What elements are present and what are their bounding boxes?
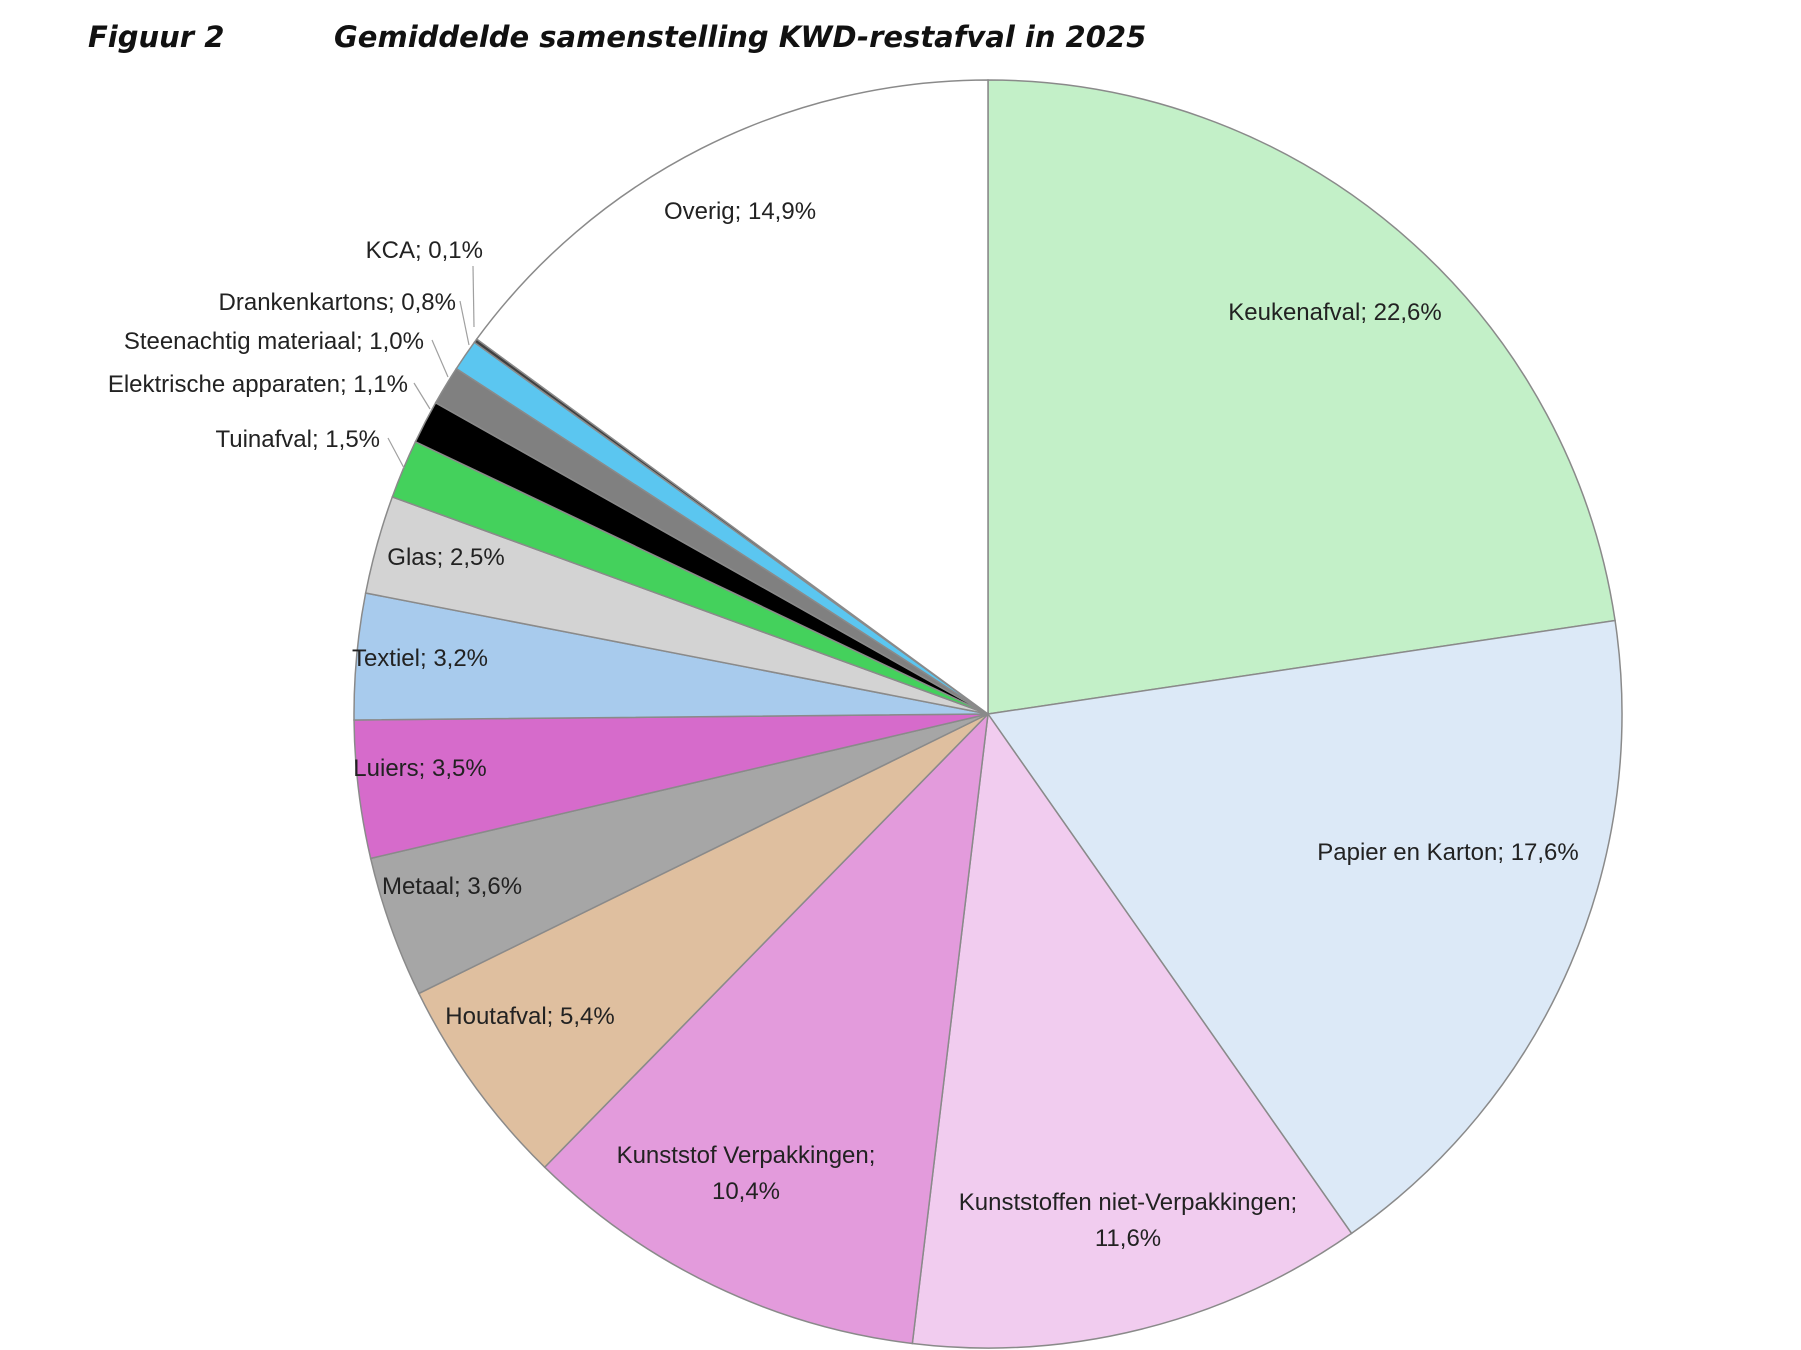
data-label-keukenafval: Keukenafval; 22,6% xyxy=(1228,299,1441,326)
leader-line-tuinafval xyxy=(387,437,405,469)
leader-lines xyxy=(387,265,475,469)
data-label-steenachtig-materiaal: Steenachtig materiaal; 1,0% xyxy=(124,328,424,355)
data-labels: Keukenafval; 22,6% Papier en Karton; 17,6… xyxy=(108,198,1579,1252)
data-label-kunststof-verpakkingen: Kunststof Verpakkingen; 10,4% xyxy=(617,1142,876,1205)
data-label-textiel: Textiel; 3,2% xyxy=(352,645,488,672)
pie-slice-keukenafval xyxy=(987,79,1616,715)
leader-line-drankenkartons xyxy=(459,300,470,346)
pie-slice-kunststoffen-niet-verpakkingen xyxy=(911,711,1353,1349)
pie-slice-houtafval xyxy=(417,713,989,1169)
data-label-houtafval: Houtafval; 5,4% xyxy=(445,1003,614,1030)
data-label-kca: KCA; 0,1% xyxy=(366,237,483,264)
data-label-tuinafval: Tuinafval; 1,5% xyxy=(215,426,380,453)
pie-slice-papier-en-karton xyxy=(986,619,1623,1235)
data-label-overig: Overig; 14,9% xyxy=(664,198,816,225)
pie-slice-overig xyxy=(475,79,989,716)
data-label-metaal: Metaal; 3,6% xyxy=(382,873,522,900)
pie-slice-kunststof-verpakkingen xyxy=(543,711,990,1345)
figure-number: Figuur 2 xyxy=(88,20,225,54)
leader-line-elektrische-apparaten xyxy=(413,382,431,410)
chart-title: Gemiddelde samenstelling KWD-restafval i… xyxy=(334,20,1147,54)
leader-line-steenachtig-materiaal xyxy=(431,339,449,378)
data-label-kunststoffen-niet-verpakkingen: Kunststoffen niet-Verpakkingen; 11,6% xyxy=(959,1189,1297,1252)
leader-line-kca xyxy=(472,265,475,328)
data-label-elektrische-apparaten: Elektrische apparaten; 1,1% xyxy=(108,371,408,398)
pie-slices xyxy=(353,79,1623,1349)
data-label-papier-en-karton: Papier en Karton; 17,6% xyxy=(1317,839,1579,866)
data-label-luiers: Luiers; 3,5% xyxy=(353,755,486,782)
data-label-glas: Glas; 2,5% xyxy=(387,544,504,571)
data-label-drankenkartons: Drankenkartons; 0,8% xyxy=(219,289,456,316)
